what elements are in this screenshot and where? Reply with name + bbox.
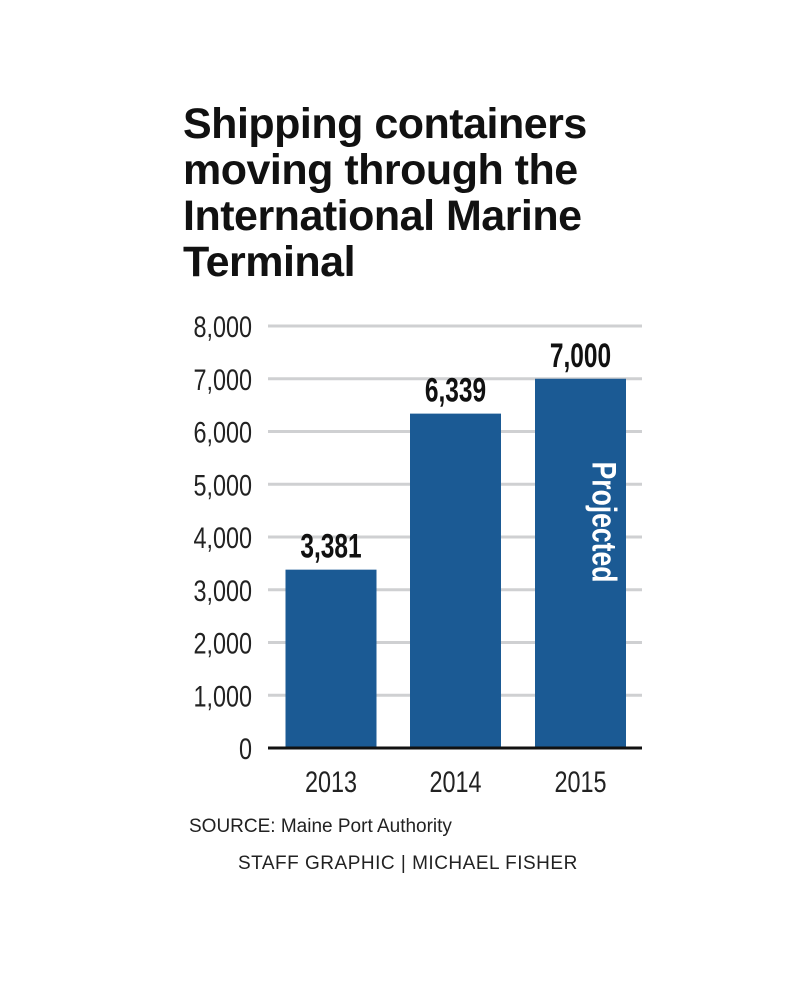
y-tick-label: 2,000: [193, 627, 252, 660]
chart-title: Shipping containers moving through the I…: [183, 100, 587, 286]
x-tick-label: 2015: [554, 765, 606, 798]
bar-2014: [410, 413, 501, 748]
y-tick-label: 7,000: [193, 363, 252, 396]
x-tick-label: 2014: [429, 765, 481, 798]
projected-annotation: Projected: [585, 462, 623, 583]
y-tick-label: 5,000: [193, 468, 252, 501]
y-tick-label: 0: [239, 732, 252, 765]
bar-2015: [535, 378, 626, 748]
bar-2013: [285, 569, 377, 748]
data-label: 6,339: [425, 372, 486, 410]
y-tick-label: 1,000: [193, 679, 252, 712]
y-tick-label: 6,000: [193, 416, 252, 449]
credit-line: STAFF GRAPHIC | MICHAEL FISHER: [238, 853, 578, 874]
x-tick-label: 2013: [305, 765, 357, 798]
y-tick-label: 4,000: [193, 521, 252, 554]
source-note: SOURCE: Maine Port Authority: [189, 816, 452, 837]
y-tick-label: 3,000: [193, 574, 252, 607]
data-label: 7,000: [550, 337, 611, 375]
data-label: 3,381: [300, 528, 361, 566]
y-tick-label: 8,000: [193, 310, 252, 343]
